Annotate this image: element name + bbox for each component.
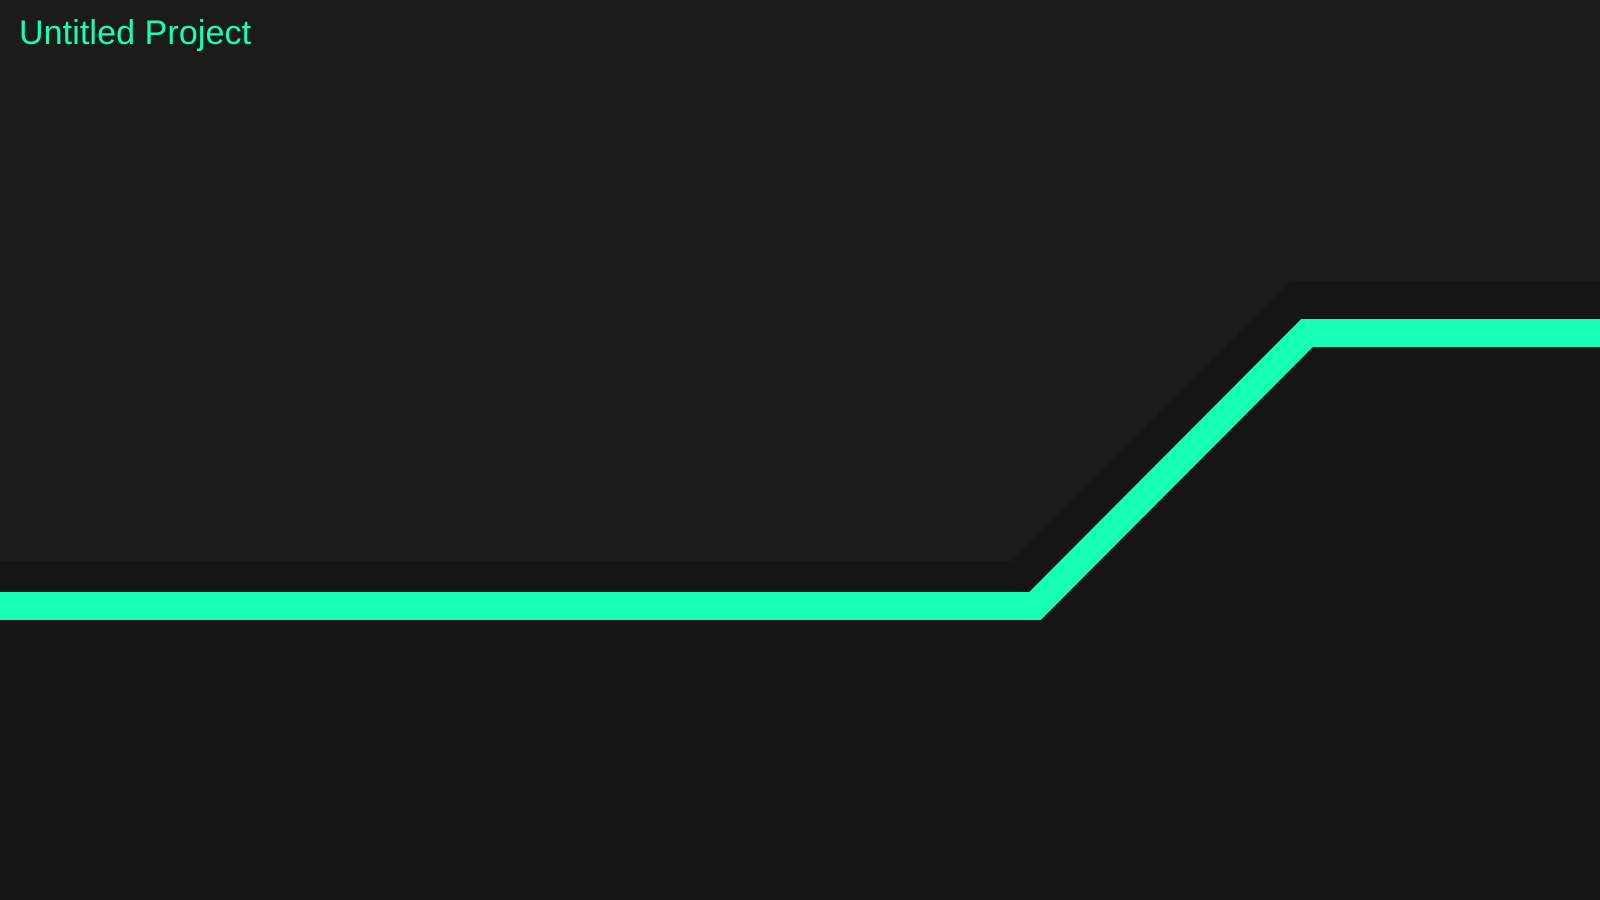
accent-step-line	[0, 319, 1600, 620]
project-title: Untitled Project	[19, 14, 252, 52]
